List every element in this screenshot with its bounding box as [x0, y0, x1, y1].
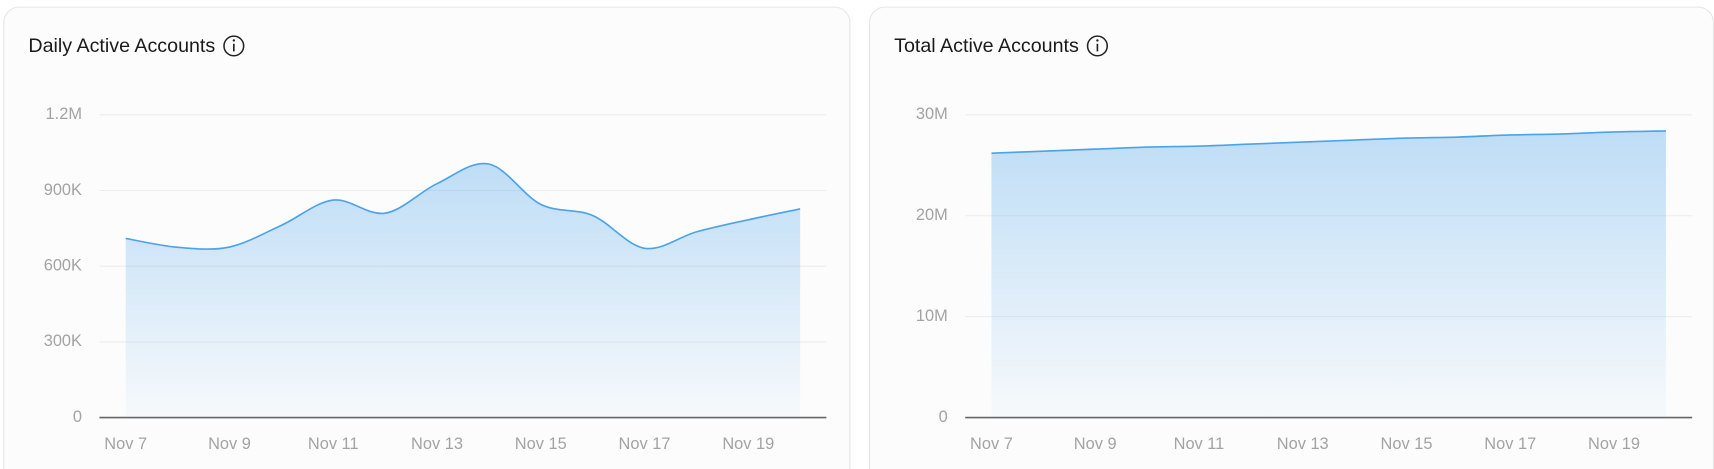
- x-tick-label: Nov 7: [970, 435, 1013, 453]
- y-tick-label: 300K: [44, 332, 82, 350]
- x-tick-label: Nov 13: [411, 435, 463, 453]
- x-tick-label: Nov 13: [1277, 435, 1329, 453]
- x-tick-label: Nov 17: [1484, 435, 1536, 453]
- chart-title: Total Active Accounts: [894, 35, 1079, 57]
- info-icon: [1086, 35, 1109, 57]
- area: [125, 163, 801, 418]
- y-tick-label: 600K: [44, 257, 82, 275]
- x-tick-label: Nov 17: [619, 435, 671, 453]
- y-tick-label: 1.2M: [46, 105, 82, 123]
- x-tick-label: Nov 15: [1381, 435, 1433, 453]
- chart-title: Daily Active Accounts: [28, 35, 215, 57]
- info-icon-dot: [1096, 39, 1099, 42]
- y-tick-label: 30M: [916, 105, 948, 123]
- x-tick-label: Nov 9: [1074, 435, 1117, 453]
- info-icon-dot: [232, 39, 236, 42]
- x-tick-label: Nov 19: [1588, 435, 1640, 453]
- x-tick-label: Nov 15: [515, 435, 567, 453]
- y-tick-label: 10M: [916, 307, 948, 325]
- x-tick-label: Nov 7: [104, 435, 147, 453]
- line: [991, 130, 1666, 154]
- y-tick-label: 20M: [916, 206, 948, 224]
- x-tick-label: Nov 9: [208, 435, 251, 453]
- line: [125, 162, 801, 250]
- y-tick-label: 0: [939, 408, 948, 426]
- x-tick-label: Nov 11: [308, 435, 359, 453]
- x-tick-label: Nov 11: [1174, 435, 1225, 453]
- y-tick-label: 0: [73, 408, 82, 426]
- info-icon: [223, 35, 245, 57]
- x-tick-label: Nov 19: [722, 435, 774, 453]
- y-tick-label: 900K: [44, 181, 82, 199]
- area: [991, 130, 1666, 418]
